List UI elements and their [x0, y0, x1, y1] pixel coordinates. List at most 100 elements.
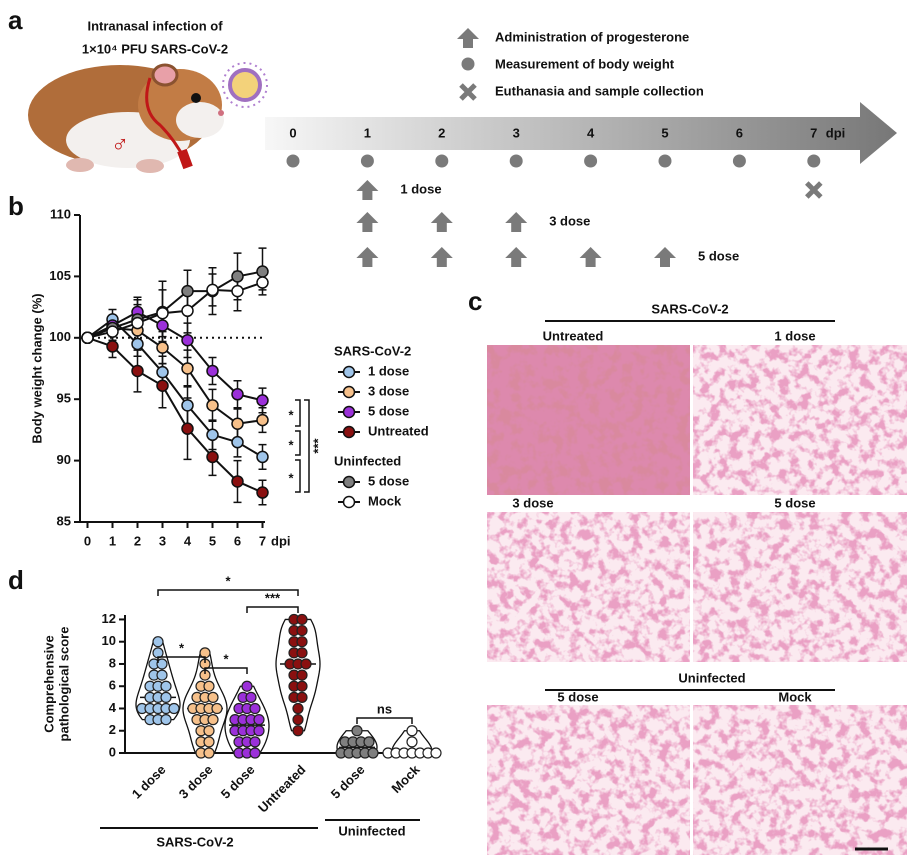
data-point — [249, 702, 261, 715]
significance-label: * — [225, 573, 231, 588]
significance-label: * — [179, 640, 185, 655]
data-point — [181, 304, 194, 318]
infection-text: Intranasal infection of — [87, 18, 223, 33]
data-point — [160, 714, 172, 726]
data-point — [207, 714, 219, 726]
data-point — [206, 450, 219, 464]
significance-bracket — [157, 656, 206, 663]
y-tick-label: 12 — [102, 611, 116, 626]
data-point — [181, 334, 194, 347]
hamster-illustration — [28, 62, 268, 173]
weight-dot — [658, 154, 672, 168]
day-label: 1 — [364, 125, 371, 140]
legend-marker — [342, 385, 356, 399]
data-point — [203, 680, 215, 692]
legend-label: Untreated — [368, 423, 429, 438]
panel-label: b — [8, 191, 24, 221]
histology-texture — [693, 345, 907, 495]
data-point — [231, 435, 244, 449]
x-axis-label: dpi — [271, 533, 291, 548]
data-point — [181, 399, 194, 412]
panel-label: d — [8, 565, 24, 595]
significance-label: * — [288, 437, 294, 452]
data-point — [160, 680, 172, 692]
data-point — [203, 725, 215, 737]
data-point — [106, 340, 119, 353]
regimen-label: 1 dose — [400, 181, 441, 196]
data-point — [206, 364, 219, 378]
x-tick-label: 0 — [84, 533, 91, 548]
data-point — [231, 475, 244, 488]
significance-bracket — [157, 589, 299, 596]
day-label: 6 — [736, 125, 743, 140]
weight-dot — [360, 154, 374, 168]
significance-label: * — [288, 470, 294, 485]
data-point — [292, 714, 304, 726]
dose-arrow — [356, 180, 379, 200]
violin — [391, 730, 433, 754]
data-point — [181, 362, 194, 375]
panel-title: 3 dose — [512, 495, 553, 510]
data-point — [256, 413, 269, 427]
significance-bracket — [295, 430, 301, 456]
significance-bracket — [295, 399, 301, 427]
significance-label: * — [223, 651, 229, 666]
data-point — [249, 747, 261, 759]
data-point — [203, 747, 215, 759]
significance-label: * — [288, 407, 294, 422]
data-point — [256, 394, 269, 407]
data-point — [160, 691, 172, 703]
data-point — [156, 658, 168, 670]
violin — [336, 730, 378, 754]
data-point — [296, 680, 308, 692]
group-label: Uninfected — [338, 823, 405, 838]
dose-arrow — [654, 247, 676, 267]
significance-label: *** — [310, 437, 325, 453]
data-point — [152, 636, 164, 648]
violin — [275, 618, 321, 732]
dose-arrow — [356, 247, 379, 267]
y-tick-label: 100 — [49, 329, 71, 344]
data-point — [296, 691, 308, 703]
data-point — [296, 624, 308, 637]
data-point — [256, 486, 269, 499]
dose-arrow — [430, 212, 453, 232]
day-label: 2 — [438, 125, 445, 140]
data-point — [249, 736, 261, 748]
dose-arrow — [579, 247, 602, 267]
panel-title: 5 dose — [774, 495, 815, 510]
data-point — [156, 669, 168, 681]
data-point — [203, 736, 215, 748]
day-label: 3 — [513, 125, 520, 140]
violin — [224, 685, 270, 754]
x-tick-label: Untreated — [255, 762, 309, 816]
data-point — [231, 270, 244, 283]
legend-marker — [342, 365, 356, 379]
weight-dot — [509, 154, 523, 168]
data-point — [131, 364, 144, 378]
data-point — [131, 316, 144, 330]
data-point — [131, 337, 144, 351]
significance-bracket — [295, 459, 301, 493]
data-point — [156, 365, 169, 379]
histology-texture — [487, 512, 690, 662]
significance-bracket — [204, 667, 248, 674]
regimen-label: 5 dose — [698, 248, 739, 263]
data-point — [256, 450, 269, 464]
data-point — [245, 691, 257, 703]
x-tick-label: 4 — [184, 533, 192, 548]
data-point — [206, 399, 219, 412]
series-line — [87, 336, 263, 494]
y-tick-label: 110 — [50, 206, 71, 221]
data-point — [241, 680, 253, 692]
weight-dot — [584, 154, 598, 168]
legend-group-title: Uninfected — [334, 453, 401, 468]
x-tick-label: 3 dose — [176, 762, 216, 802]
data-point — [168, 702, 180, 715]
day-label: 7 — [810, 125, 817, 140]
x-tick-label: 5 dose — [218, 762, 258, 802]
data-point — [156, 379, 169, 392]
data-point — [296, 669, 308, 681]
regimen-label: 3 dose — [549, 213, 590, 228]
histology-texture — [487, 705, 690, 855]
